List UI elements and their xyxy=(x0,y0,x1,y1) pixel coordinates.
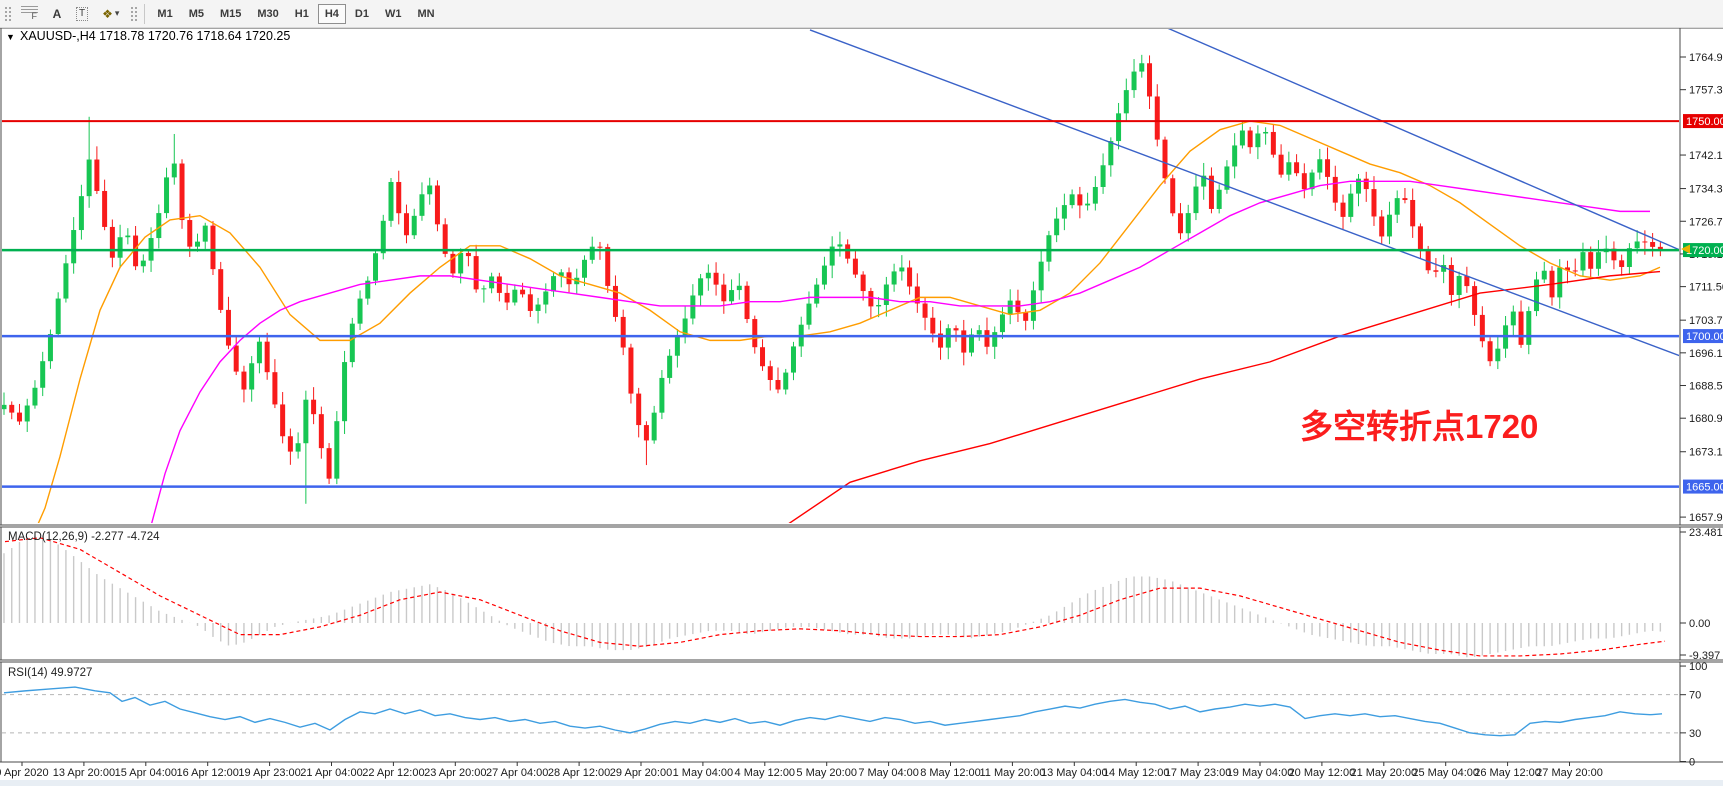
date-tick-label: 25 May 04:00 xyxy=(1412,767,1479,779)
candles-layer xyxy=(2,54,1663,504)
font-button[interactable]: A xyxy=(46,3,68,24)
date-tick-label: 22 Apr 12:00 xyxy=(362,767,424,779)
date-tick-label: 21 May 20:00 xyxy=(1350,767,1417,779)
level-price-tag-label: 1720.00 xyxy=(1686,245,1723,257)
ma-slow-red-line xyxy=(788,270,1661,523)
price-tick-label: 1734.30 xyxy=(1689,184,1723,196)
level-price-tag xyxy=(1683,329,1723,344)
macd-plot-layer xyxy=(3,535,1666,658)
toolbar-grip[interactable] xyxy=(3,4,11,23)
date-tick-label: 23 Apr 20:00 xyxy=(424,767,486,779)
main-panel[interactable] xyxy=(0,27,1681,526)
date-tick-label: 7 May 04:00 xyxy=(858,767,919,779)
price-tick-label: 1742.10 xyxy=(1689,150,1723,162)
date-tick-label: 13 Apr 20:00 xyxy=(53,767,115,779)
current-price-marker-icon xyxy=(1681,244,1690,254)
timeframe-button-m30[interactable]: M30 xyxy=(250,4,285,24)
date-tick-label: 5 May 20:00 xyxy=(796,767,857,779)
macd-axis-label: 0.00 xyxy=(1689,618,1710,630)
timeframe-button-h4[interactable]: H4 xyxy=(317,3,346,24)
timeframe-button-d1[interactable]: D1 xyxy=(348,4,376,24)
descending-channel-long-trendline[interactable] xyxy=(809,29,1680,357)
price-tick-label: 1726.70 xyxy=(1689,216,1723,228)
text-label-button[interactable]: T xyxy=(70,3,94,24)
price-tick-label: 1711.50 xyxy=(1689,282,1723,294)
annotation-text[interactable]: 多空转折点1720 xyxy=(1300,408,1538,445)
date-tick-label: 17 May 23:00 xyxy=(1165,767,1232,779)
ma-mid-magenta-line xyxy=(151,180,1650,523)
timeframe-button-m1[interactable]: M1 xyxy=(150,4,179,24)
main-plot-layer xyxy=(2,14,1680,523)
date-tick-label: 15 Apr 04:00 xyxy=(115,767,177,779)
objects-icon: ❖ xyxy=(102,6,113,21)
level-price-tag xyxy=(1683,114,1723,129)
price-tick-label: 1673.10 xyxy=(1689,447,1723,459)
price-tick-label: 1680.90 xyxy=(1689,413,1723,425)
toolbar: F A T ❖ ▾ M1 M5 M15 M30 H1 H4 D1 W1 MN xyxy=(0,0,1723,28)
objects-dropdown-caret[interactable]: ▾ xyxy=(114,8,120,18)
price-scale[interactable]: 1764.901757.301742.101734.301726.701719.… xyxy=(1680,52,1723,524)
rsi-axis-label: 100 xyxy=(1689,661,1707,673)
timeframe-group: M1 M5 M15 M30 H1 H4 D1 W1 MN xyxy=(149,3,442,24)
date-tick-label: 19 May 04:00 xyxy=(1227,767,1294,779)
rsi-label: RSI(14) 49.9727 xyxy=(8,667,92,679)
date-tick-label: 27 May 20:00 xyxy=(1536,767,1603,779)
date-tick-label: 26 May 12:00 xyxy=(1474,767,1541,779)
font-icon: A xyxy=(52,6,62,21)
rsi-plot-layer xyxy=(2,686,1679,737)
rsi-axis-label: 0 xyxy=(1689,757,1695,769)
price-tick-label: 1688.50 xyxy=(1689,381,1723,393)
text-label-icon: T xyxy=(76,6,89,21)
price-tick-label: 1764.90 xyxy=(1689,52,1723,64)
level-price-tag-label: 1700.00 xyxy=(1686,331,1723,343)
chart-title: XAUUSD-,H4 1718.78 1720.76 1718.64 1720.… xyxy=(20,29,290,43)
macd-panel[interactable] xyxy=(0,526,1681,661)
level-price-tag-label: 1665.00 xyxy=(1686,482,1723,494)
date-tick-label: 16 Apr 12:00 xyxy=(177,767,239,779)
rsi-panel[interactable] xyxy=(0,661,1681,763)
macd-label: MACD(12,26,9) -2.277 -4.724 xyxy=(8,531,160,543)
symbol-dropdown-icon[interactable]: ▼ xyxy=(6,32,15,42)
level-price-tag xyxy=(1683,243,1723,258)
timeframe-button-m15[interactable]: M15 xyxy=(213,4,248,24)
price-tick-label: 1657.90 xyxy=(1689,512,1723,524)
price-tick-label: 1703.70 xyxy=(1689,315,1723,327)
rsi-line xyxy=(3,686,1663,737)
date-tick-label: 13 May 04:00 xyxy=(1041,767,1108,779)
date-tick-label: 28 Apr 12:00 xyxy=(548,767,610,779)
level-price-tag-label: 1750.00 xyxy=(1686,116,1723,128)
objects-button[interactable]: ❖ ▾ xyxy=(96,3,125,24)
date-tick-label: 20 May 12:00 xyxy=(1289,767,1356,779)
date-tick-label: 19 Apr 23:00 xyxy=(238,767,300,779)
date-tick-label: 1 May 04:00 xyxy=(673,767,734,779)
timeframe-button-w1[interactable]: W1 xyxy=(378,4,409,24)
date-tick-label: 29 Apr 20:00 xyxy=(610,767,672,779)
timeframe-button-mn[interactable]: MN xyxy=(410,4,441,24)
timeframe-toolbar-grip[interactable] xyxy=(129,4,138,23)
window-bottom-strip xyxy=(0,780,1723,786)
timeframe-button-m5[interactable]: M5 xyxy=(182,4,211,24)
chart-template-icon: F xyxy=(21,6,38,21)
macd-axis-label: -9.397 xyxy=(1689,650,1720,662)
timeframe-button-h1[interactable]: H1 xyxy=(288,4,316,24)
date-tick-label: 27 Apr 04:00 xyxy=(486,767,548,779)
toolbar-separator xyxy=(144,3,146,24)
date-tick-label: 11 May 20:00 xyxy=(979,767,1045,779)
macd-axis-label: 23.481 xyxy=(1689,527,1723,539)
chart-template-button[interactable]: F xyxy=(15,3,44,24)
rsi-axis-label: 70 xyxy=(1689,690,1701,702)
price-tick-label: 1696.10 xyxy=(1689,348,1723,360)
rsi-axis-label: 30 xyxy=(1689,728,1701,740)
date-tick-label: 9 Apr 2020 xyxy=(0,767,49,779)
level-price-tag xyxy=(1683,479,1723,494)
descending-resistance-short-trendline[interactable] xyxy=(1135,14,1680,251)
date-tick-label: 4 May 12:00 xyxy=(735,767,796,779)
date-tick-label: 8 May 12:00 xyxy=(920,767,981,779)
date-tick-label: 14 May 12:00 xyxy=(1103,767,1170,779)
price-tick-label: 1757.30 xyxy=(1689,85,1723,97)
time-scale[interactable]: 9 Apr 2020 13 Apr 20:00 15 Apr 04:00 16 Apr… xyxy=(0,762,1603,779)
date-tick-label: 21 Apr 04:00 xyxy=(300,767,362,779)
